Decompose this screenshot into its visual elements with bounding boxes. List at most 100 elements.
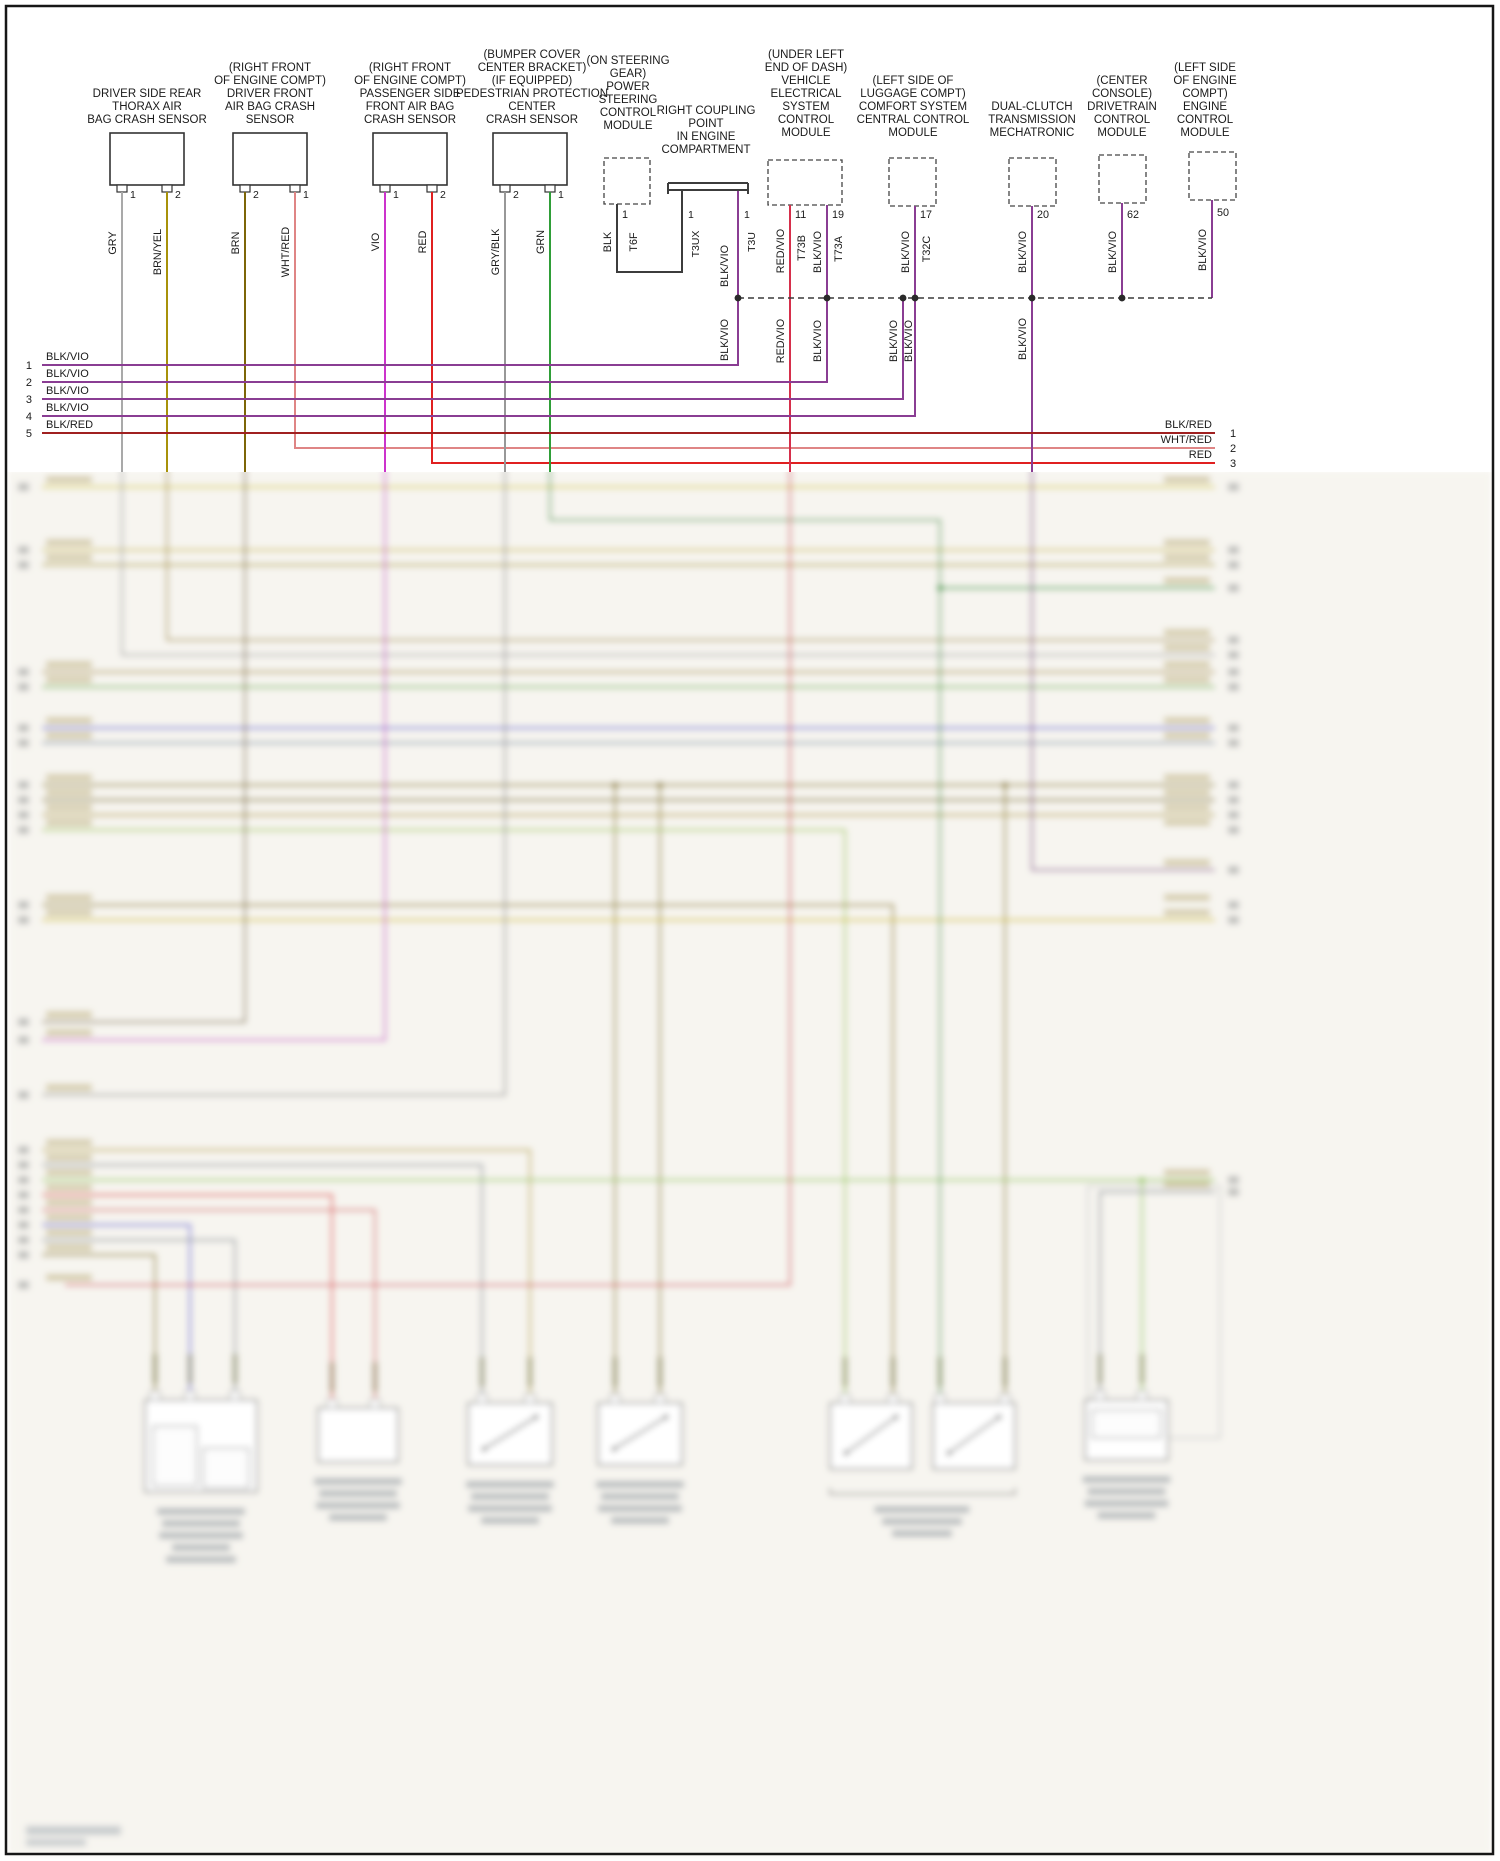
pin-number: 1 <box>130 189 136 201</box>
pin-label-smudge <box>1139 1354 1145 1384</box>
wire-label-smudge <box>1164 804 1210 811</box>
squib-symbol <box>948 1416 1000 1454</box>
right-coupling-point-label: RIGHT COUPLING <box>657 105 756 117</box>
pin-label-smudge <box>527 1357 533 1387</box>
junction-dot <box>481 1446 487 1452</box>
comfort-system-central-control-module-label: COMFORT SYSTEM <box>859 101 967 113</box>
bottom-component <box>829 1357 913 1470</box>
wire-label: BLK/VIO <box>1017 318 1029 360</box>
pedestrian-protection-center-crash-sensor-label: CENTER <box>508 101 555 113</box>
text-smudge <box>481 1517 539 1524</box>
pin-connector <box>524 1393 536 1404</box>
wire-label-smudge <box>46 1244 92 1251</box>
wire-label: 11 <box>795 209 806 221</box>
engine-control-module-label: OF ENGINE <box>1173 75 1237 87</box>
wire-label-smudge <box>46 1199 92 1206</box>
row-number-smudge <box>1228 584 1239 592</box>
wire-label-smudge <box>46 909 92 916</box>
wire-label-smudge <box>1164 1169 1210 1176</box>
row-number-smudge <box>1228 796 1239 804</box>
row-number-smudge <box>1228 683 1239 691</box>
wire-label: BLK/VIO <box>812 231 824 273</box>
component-box <box>109 132 185 186</box>
pin-connector <box>609 1393 621 1404</box>
squib-symbol <box>845 1416 897 1454</box>
row-number-smudge <box>18 1281 29 1289</box>
pin-label-smudge <box>479 1357 485 1387</box>
wire-label: BLK/VIO <box>46 351 89 363</box>
blk-vio-20-wire <box>1031 472 1215 871</box>
brn-wire <box>244 192 246 472</box>
pin-label-smudge <box>187 1354 193 1384</box>
text-smudge <box>162 1520 240 1527</box>
vehicle-electrical-system-control-module-label: VEHICLE <box>781 75 831 87</box>
row-number-smudge <box>1228 546 1239 554</box>
comfort-system-central-control-module-label: (LEFT SIDE OF <box>873 75 954 87</box>
wire-label-smudge <box>1164 676 1210 683</box>
row-number-smudge <box>18 1018 29 1026</box>
pin-number: 2 <box>253 189 259 201</box>
wire-label-smudge <box>46 804 92 811</box>
driver-rear-thorax-air-bag-crash-sensor-label: THORAX AIR <box>112 101 182 113</box>
driver-front-air-bag-crash-sensor-label: DRIVER FRONT <box>227 88 313 100</box>
row-number-smudge <box>18 1146 29 1154</box>
engine-control-module-label: ENGINE <box>1183 101 1227 113</box>
text-smudge <box>319 1490 397 1497</box>
pin-connector <box>149 1390 161 1401</box>
pin-label-smudge <box>937 1357 943 1387</box>
row-number-smudge <box>18 668 29 676</box>
connector-label: 1 <box>744 209 750 221</box>
row-number-smudge <box>1228 866 1239 874</box>
wire-label-smudge <box>46 789 92 796</box>
text-smudge <box>596 1481 684 1488</box>
row-number-smudge <box>18 826 29 834</box>
power-steering-control-module-label: GEAR) <box>610 68 647 80</box>
junction-dot <box>1118 294 1126 302</box>
wire-label: WHT/RED <box>280 227 292 278</box>
row-number-smudge <box>1228 826 1239 834</box>
wire-label-smudge <box>46 1214 92 1221</box>
junction-dot <box>911 294 919 302</box>
vehicle-electrical-system-control-module-label: SYSTEM <box>782 101 829 113</box>
wire-label-smudge <box>1164 894 1210 901</box>
wire-label-smudge <box>46 717 92 724</box>
component-box <box>1008 157 1057 207</box>
wire-label-smudge <box>46 1084 92 1091</box>
component-box <box>603 157 651 205</box>
vehicle-electrical-system-control-module-label: MODULE <box>781 127 831 139</box>
watermark-smudge <box>26 1839 86 1846</box>
wire-label-smudge <box>1164 577 1210 584</box>
pin-label-smudge <box>612 1357 618 1387</box>
wire-label-smudge <box>46 894 92 901</box>
blurred-wire <box>42 1208 377 1408</box>
wire-label: T73A <box>833 235 845 262</box>
text-smudge <box>329 1514 387 1521</box>
wire-label: BLK/VIO <box>1197 229 1209 271</box>
pin-number: 2 <box>175 189 181 201</box>
text-smudge <box>874 1506 970 1513</box>
bottom-component <box>314 1362 402 1521</box>
power-steering-control-module: (ON STEERINGGEAR)POWERSTEERINGCONTROLMOD… <box>586 55 670 205</box>
pin-connector <box>887 1393 899 1404</box>
blurred-wire <box>42 1193 334 1408</box>
wire-label: WHT/RED <box>1161 434 1212 446</box>
comfort-system-central-control-module-label: MODULE <box>888 127 938 139</box>
wire-label-smudge <box>1164 539 1210 546</box>
wire-label: BLK/RED <box>1165 419 1212 431</box>
brn-yel-wire <box>166 192 168 472</box>
wire-label-smudge <box>1164 909 1210 916</box>
pin-connector <box>426 184 438 193</box>
bottom-component <box>596 1357 684 1524</box>
power-steering-control-module-label: (ON STEERING <box>586 55 669 67</box>
text-smudge <box>1097 1512 1156 1519</box>
driver-rear-thorax-air-bag-crash-sensor-label: DRIVER SIDE REAR <box>93 88 202 100</box>
wire-label: T73B <box>796 235 808 261</box>
text-smudge <box>611 1517 669 1524</box>
text-smudge <box>466 1481 554 1488</box>
pin-connector <box>1094 1390 1106 1401</box>
wire-label-smudge <box>1164 789 1210 796</box>
wire-label: 50 <box>1217 207 1229 219</box>
